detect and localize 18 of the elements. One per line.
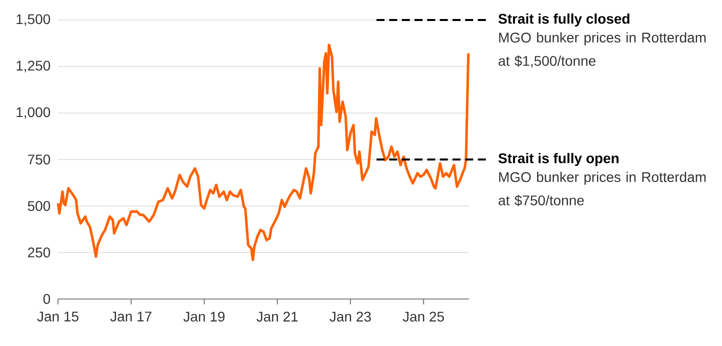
line-series	[56, 44, 470, 262]
y-tick-label: 1,250	[16, 60, 50, 72]
y-tick-label: 1,500	[16, 14, 50, 26]
text: MGO bunker prices in Rotterdam at $1,500/tonne	[498, 32, 706, 68]
ref-line-label: Strait is fully open	[498, 152, 618, 166]
y-tick-label: 0	[43, 294, 50, 304]
y-tick-label: 250	[28, 248, 50, 258]
y-tick-label: 750	[28, 154, 50, 164]
x-tick-label: Jan 23	[330, 312, 371, 322]
x-tick-label: Jan 19	[183, 312, 225, 322]
text: MGO bunker prices in Rotterdam at $750/tonne	[498, 172, 706, 206]
y-tick-label: 1,000	[16, 107, 50, 119]
x-tick-label: Jan 15	[37, 312, 78, 322]
ref-line-label: Strait is fully closed	[498, 13, 630, 27]
x-tick-label: Jan 17	[110, 312, 152, 322]
y-tick-label: 500	[28, 201, 50, 211]
x-tick-label: Jan 25	[402, 312, 444, 322]
x-tick-label: Jan 21	[256, 312, 298, 322]
